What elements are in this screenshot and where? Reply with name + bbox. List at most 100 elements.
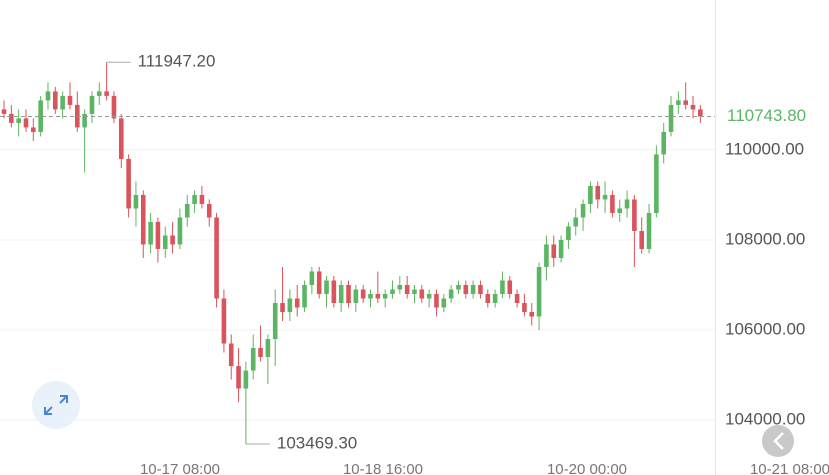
kline-icon[interactable] xyxy=(773,432,784,450)
candle-body xyxy=(148,221,153,245)
candle-body xyxy=(448,289,454,299)
candle-body xyxy=(302,285,307,308)
candle-body xyxy=(426,294,432,299)
candle-body xyxy=(96,91,102,96)
candle-body xyxy=(434,294,439,308)
x-tick-label: 10-18 16:00 xyxy=(343,461,423,475)
candle-body xyxy=(353,289,359,304)
candle-body xyxy=(360,289,366,299)
y-tick-label: 104000.00 xyxy=(725,410,805,429)
candle-body xyxy=(250,348,256,371)
y-tick-label: 110000.00 xyxy=(725,139,804,158)
candle-body xyxy=(192,194,197,204)
candle-body xyxy=(111,95,117,119)
candle-body xyxy=(536,266,542,317)
candle-body xyxy=(331,280,337,304)
candle-body xyxy=(104,91,109,96)
candle-body xyxy=(456,285,461,290)
candle-body xyxy=(661,131,666,155)
candle-body xyxy=(162,235,168,249)
candle-body xyxy=(9,113,14,123)
candle-body xyxy=(206,203,212,218)
candle-body xyxy=(419,289,425,299)
candle-body xyxy=(500,280,505,295)
candle-body xyxy=(522,303,527,313)
candle-body xyxy=(338,285,344,304)
min-marker-label: 103469.30 xyxy=(277,433,357,452)
y-tick-label: 106000.00 xyxy=(725,320,805,339)
candle-body xyxy=(463,285,469,295)
candle-body xyxy=(580,203,586,218)
candle-body xyxy=(265,339,271,358)
candle-body xyxy=(89,95,95,114)
candle-body xyxy=(595,185,601,200)
candle-body xyxy=(654,154,659,213)
candle-body xyxy=(1,109,7,114)
candle-body xyxy=(155,221,161,249)
candle-body xyxy=(390,289,395,295)
candle-body xyxy=(639,230,645,249)
candle-body xyxy=(492,294,498,304)
candle-body xyxy=(397,285,403,290)
candle-body xyxy=(23,118,29,128)
candle-body xyxy=(199,194,205,204)
candle-body xyxy=(368,294,373,299)
max-marker-label: 111947.20 xyxy=(138,52,216,71)
candle-body xyxy=(566,226,571,240)
candle-body xyxy=(38,100,43,132)
expand-button[interactable] xyxy=(32,381,80,429)
candle-body xyxy=(478,285,483,295)
candle-body xyxy=(67,95,73,105)
candle-body xyxy=(507,280,513,295)
candle-body xyxy=(470,285,476,295)
candle-body xyxy=(632,199,637,231)
candle-body xyxy=(485,294,491,304)
candle-body xyxy=(698,109,703,117)
candle-body xyxy=(60,95,65,110)
candle-body xyxy=(610,194,615,213)
candle-body xyxy=(382,294,388,299)
x-tick-label: 10-21 08:00 xyxy=(750,461,829,475)
candle-body xyxy=(324,280,329,295)
candle-body xyxy=(258,348,263,358)
candle-body xyxy=(287,298,293,313)
candle-body xyxy=(316,271,322,295)
x-tick-label: 10-20 00:00 xyxy=(547,461,627,475)
candle-body xyxy=(272,303,278,340)
candle-body xyxy=(690,104,696,110)
candle-body xyxy=(53,91,58,110)
candle-body xyxy=(441,298,447,308)
candle-body xyxy=(294,298,300,308)
candle-body xyxy=(118,118,124,159)
candle-body xyxy=(558,239,564,258)
candle-body xyxy=(514,294,520,304)
candle-body xyxy=(544,244,549,267)
candle-body xyxy=(126,158,131,209)
candle-body xyxy=(45,91,51,101)
candle-body xyxy=(170,235,175,245)
x-tick-label: 10-17 08:00 xyxy=(140,461,220,475)
candle-body xyxy=(617,208,623,213)
candle-body xyxy=(668,104,674,132)
candle-body xyxy=(243,370,249,389)
candle-body xyxy=(177,217,183,245)
candle-body xyxy=(133,194,139,209)
candle-body xyxy=(551,244,557,258)
kline-circle[interactable] xyxy=(762,425,794,457)
candle-body xyxy=(412,289,417,295)
expand-icon[interactable] xyxy=(44,395,68,415)
y-tick-label: 108000.00 xyxy=(725,229,805,248)
candle-body xyxy=(375,294,381,299)
expand-circle[interactable] xyxy=(32,381,80,429)
candle-body xyxy=(573,217,579,227)
candle-body xyxy=(280,303,285,313)
candle-body xyxy=(624,199,630,209)
candle-body xyxy=(529,312,535,317)
candle-body xyxy=(214,217,219,299)
candle-body xyxy=(221,298,227,344)
last-price-label: 110743.80 xyxy=(727,106,806,125)
candle-body xyxy=(588,185,593,204)
kline-button[interactable] xyxy=(762,425,794,457)
